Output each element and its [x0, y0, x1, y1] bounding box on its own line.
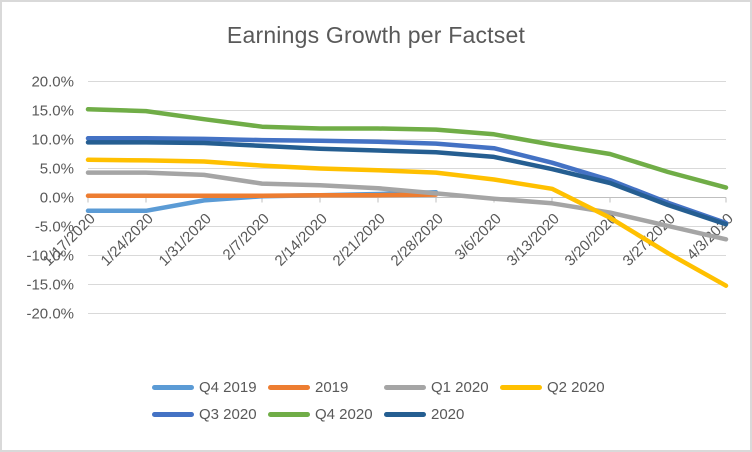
legend: Q4 2019 2019 Q1 2020 Q2 2020 Q3 2020 Q4 2020 2…: [152, 378, 622, 424]
series-line-2020: [85, 140, 729, 227]
y-axis-label: 15.0%: [31, 103, 74, 120]
x-axis-label: 3/13/2020: [504, 210, 563, 269]
legend-marker-icon: [268, 412, 310, 417]
legend-label: Q3 2020: [199, 406, 257, 423]
legend-marker-icon: [500, 385, 542, 390]
legend-marker-icon: [152, 385, 194, 390]
x-axis-label: 2/14/2020: [272, 210, 331, 269]
legend-item-2019: 2019: [268, 378, 384, 397]
series-line-q4-2020: [85, 107, 729, 190]
y-axis-label: 5.0%: [40, 161, 74, 178]
x-axis-label: 2/28/2020: [388, 210, 447, 269]
legend-marker-icon: [152, 412, 194, 417]
x-axis-label: 2/21/2020: [330, 210, 389, 269]
legend-label: 2020: [431, 406, 465, 423]
legend-item-q4-2020: Q4 2020: [268, 405, 384, 424]
y-axis-label: 20.0%: [31, 74, 74, 91]
series-line-q2-2020: [85, 157, 729, 288]
y-axis-label: -5.0%: [35, 219, 74, 236]
y-axis-label: 10.0%: [31, 132, 74, 149]
legend-item-q2-2020: Q2 2020: [500, 378, 616, 397]
legend-label: Q4 2019: [199, 379, 257, 396]
legend-label: Q1 2020: [431, 379, 489, 396]
x-axis-label: 1/31/2020: [156, 210, 215, 269]
legend-item-q3-2020: Q3 2020: [152, 405, 268, 424]
series-line-q1-2020: [85, 170, 729, 242]
legend-marker-icon: [268, 385, 310, 390]
legend-item-q4-2019: Q4 2019: [152, 378, 268, 397]
series-line-q3-2020: [85, 136, 729, 226]
legend-item-q1-2020: Q1 2020: [384, 378, 500, 397]
legend-item-2020: 2020: [384, 405, 500, 424]
legend-label: Q2 2020: [547, 379, 605, 396]
y-axis-label: -10.0%: [26, 248, 74, 265]
y-axis-label: -15.0%: [26, 277, 74, 294]
series-line-2019: [85, 192, 439, 199]
x-axis-label: 1/24/2020: [98, 210, 157, 269]
legend-marker-icon: [384, 385, 426, 390]
chart-title: Earnings Growth per Factset: [226, 22, 526, 48]
legend-label: 2019: [315, 379, 349, 396]
legend-label: Q4 2020: [315, 406, 373, 423]
y-axis-label: -20.0%: [26, 306, 74, 323]
y-axis-label: 0.0%: [40, 190, 74, 207]
legend-marker-icon: [384, 412, 426, 417]
